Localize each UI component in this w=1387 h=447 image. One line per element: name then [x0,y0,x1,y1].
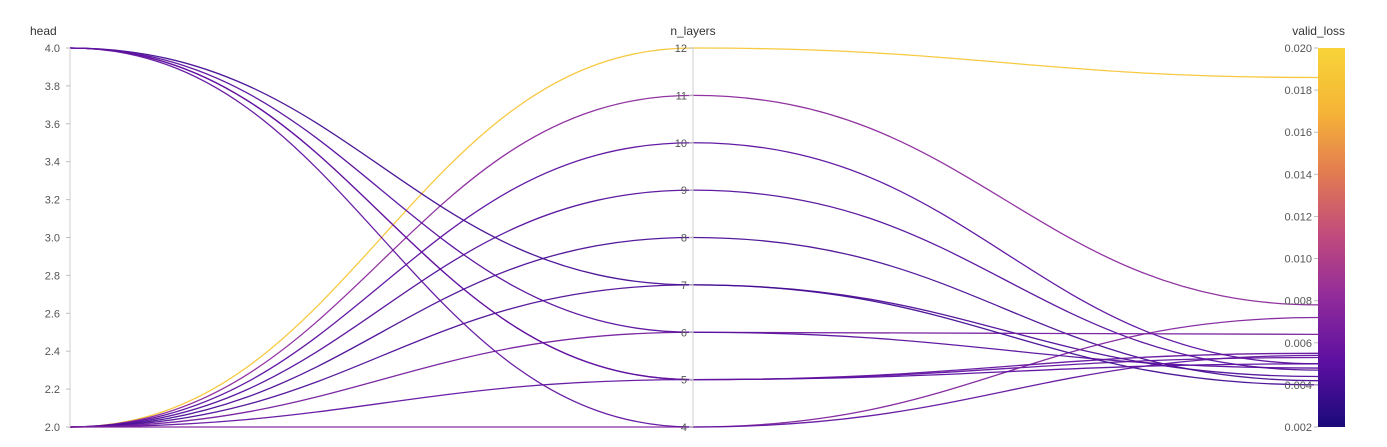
axis-title-valid_loss: valid_loss [1292,24,1345,38]
tick-label-n_layers: 7 [681,280,687,292]
run-line-12[interactable] [69,47,1319,381]
tick-label-head: 2.6 [45,308,60,320]
tick-label-valid_loss: 0.002 [1284,422,1312,434]
axis-title-head: head [30,24,57,38]
run-line-11[interactable] [69,47,1319,381]
tick-label-head: 2.4 [45,346,60,358]
tick-label-head: 2.2 [45,384,60,396]
axis-title-n_layers: n_layers [670,24,715,38]
tick-label-head: 3.6 [45,119,60,131]
tick-label-valid_loss: 0.008 [1284,296,1312,308]
tick-label-valid_loss: 0.020 [1284,43,1312,55]
axis-head: head 2.0 2.2 2.4 2.6 2.8 3.0 3.2 3.4 3.6 3.8 4.0 [30,24,71,434]
tick-label-head: 3.2 [45,195,60,207]
tick-label-head: 3.8 [45,81,60,93]
run-line-1[interactable] [69,94,1319,428]
tick-label-valid_loss: 0.006 [1284,338,1312,350]
tick-label-valid_loss: 0.010 [1284,254,1312,266]
run-line-10[interactable] [69,47,1319,369]
tick-label-n_layers: 9 [681,185,687,197]
run-line-0[interactable] [69,47,1319,428]
tick-label-head: 2.0 [45,422,60,434]
tick-label-n_layers: 10 [675,138,687,150]
tick-label-valid_loss: 0.014 [1284,169,1312,181]
tick-label-head: 3.0 [45,233,60,245]
run-lines [69,47,1319,428]
axis-valid_loss: valid_loss 0.002 0.004 0.006 0.008 0.010 0.012… [1284,24,1345,434]
tick-label-n_layers: 6 [681,327,687,339]
run-line-13[interactable] [69,47,1319,428]
tick-label-n_layers: 12 [675,43,687,55]
tick-label-head: 4.0 [45,43,60,55]
run-line-3[interactable] [69,189,1319,428]
tick-label-n_layers: 11 [676,90,687,102]
color-scale-bar[interactable] [1318,48,1345,427]
tick-label-n_layers: 5 [681,375,687,387]
tick-label-head: 2.8 [45,270,60,282]
axes: head 2.0 2.2 2.4 2.6 2.8 3.0 3.2 3.4 3.6 3.8 4.0 n_l… [30,24,1345,434]
axis-n_layers: n_layers 4 5 6 7 8 9 10 11 12 [670,24,715,434]
tick-label-valid_loss: 0.016 [1284,127,1312,139]
tick-label-valid_loss: 0.004 [1284,380,1312,392]
tick-label-valid_loss: 0.012 [1284,211,1312,223]
tick-label-n_layers: 8 [681,233,687,245]
tick-label-valid_loss: 0.018 [1284,85,1312,97]
tick-label-head: 3.4 [45,157,60,169]
tick-label-n_layers: 4 [681,422,687,434]
